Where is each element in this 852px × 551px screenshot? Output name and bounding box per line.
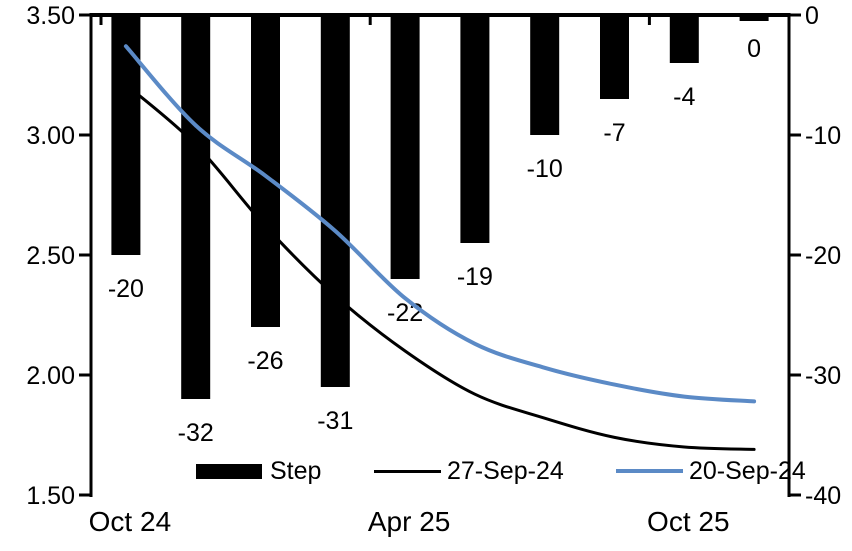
bar-data-label: -7 — [603, 119, 625, 147]
x-axis-label: Apr 25 — [368, 506, 451, 537]
bar-data-label: -10 — [527, 155, 563, 183]
bar-step — [669, 15, 699, 63]
legend-label-step: Step — [270, 456, 322, 485]
legend-item-27-sep-24: 27-Sep-24 — [374, 456, 564, 486]
bar-step — [600, 15, 629, 99]
bar-step — [181, 15, 211, 399]
right-axis-label: -40 — [805, 482, 841, 510]
legend-item-20-sep-24: 20-Sep-24 — [616, 456, 806, 486]
line-20-sep-24 — [123, 44, 757, 404]
left-axis-label: 2.00 — [26, 362, 75, 390]
bar-step — [320, 15, 350, 387]
legend-label-27-sep-24: 27-Sep-24 — [447, 456, 564, 485]
bar-step — [739, 15, 769, 21]
bar-step — [460, 15, 490, 243]
bar-data-label: -19 — [457, 263, 493, 291]
legend: Step 27-Sep-24 20-Sep-24 — [0, 456, 852, 486]
bar-data-label: -26 — [247, 347, 283, 375]
bar-step — [111, 15, 141, 255]
left-axis-label: 2.50 — [26, 242, 75, 270]
right-axis-label: -20 — [805, 242, 841, 270]
bar-step — [251, 15, 280, 327]
right-axis-label: -30 — [805, 362, 841, 390]
bar-data-label: 0 — [747, 35, 761, 63]
legend-line-swatch-black — [374, 469, 441, 473]
bar-data-label: -32 — [178, 419, 214, 447]
right-axis-label: 0 — [805, 2, 819, 30]
bar-data-label: -4 — [673, 83, 695, 111]
x-axis-label: Oct 25 — [647, 506, 729, 537]
bar-data-label: -20 — [108, 275, 144, 303]
legend-bar-swatch — [196, 463, 262, 479]
legend-item-step: Step — [196, 456, 321, 486]
right-axis-label: -10 — [805, 122, 841, 150]
bar-data-label: -22 — [387, 299, 423, 327]
bar-step — [530, 15, 560, 135]
x-axis-label: Oct 24 — [89, 506, 171, 537]
bar-data-label: -31 — [317, 407, 353, 435]
line-27-sep-24 — [124, 83, 756, 451]
bar-step — [390, 15, 420, 279]
left-axis-label: 1.50 — [26, 482, 75, 510]
left-axis-label: 3.00 — [26, 122, 75, 150]
left-axis-label: 3.50 — [26, 2, 75, 30]
legend-label-20-sep-24: 20-Sep-24 — [689, 456, 806, 485]
legend-line-swatch-blue — [616, 469, 683, 473]
